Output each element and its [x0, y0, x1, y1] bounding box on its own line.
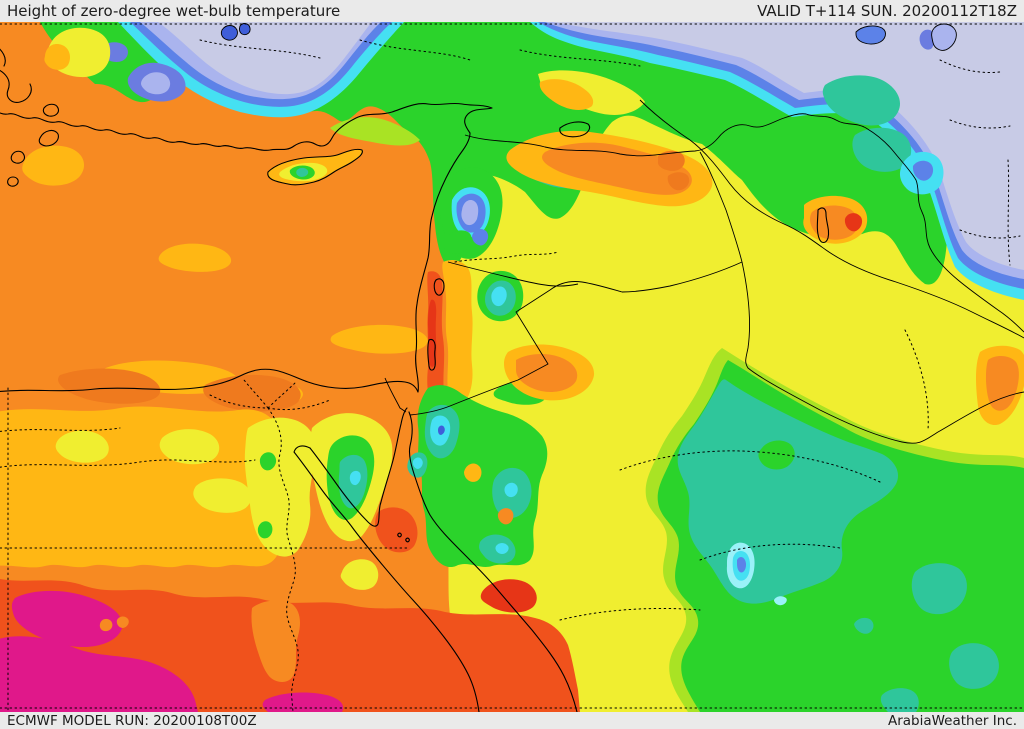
cyprus-island	[267, 148, 363, 186]
valid-time-label: VALID T+114 SUN. 20200112T18Z	[757, 2, 1017, 20]
footer-bar: ECMWF MODEL RUN: 20200108T00Z ArabiaWeat…	[0, 712, 1024, 729]
admin-egypt-delta	[209, 394, 331, 411]
dead-sea	[427, 338, 436, 371]
coastlines	[0, 48, 578, 712]
lake-urmia	[931, 23, 957, 51]
contour-layer-saudi-green	[645, 348, 1024, 712]
contour-layer-nafud	[503, 344, 595, 401]
anatolia-west-coast-fragments	[0, 48, 32, 103]
branding-label: ArabiaWeather Inc.	[887, 712, 1017, 729]
header-bar: Height of zero-degree wet-bulb temperatu…	[0, 0, 1024, 22]
border-jordan-iraq	[621, 261, 743, 293]
med-levant-turkey-coast	[0, 102, 493, 393]
border-israel-egypt	[384, 377, 407, 413]
model-run-label: ECMWF MODEL RUN: 20200108T00Z	[7, 712, 257, 729]
contour-layer-nw-saudi	[407, 382, 548, 568]
admin-iran-2	[949, 119, 1011, 129]
admin-syria-1	[454, 251, 559, 263]
admin-turkey-1	[199, 39, 321, 59]
country-borders	[384, 99, 1024, 444]
border-jordan-saudi	[409, 281, 623, 416]
lake-beysehir	[220, 25, 238, 41]
lake-assad	[559, 121, 591, 138]
border-turkey-syria-iraq-iran	[464, 113, 1024, 333]
nile-river	[267, 407, 299, 712]
contour-layer-south-egypt	[0, 578, 580, 712]
lake-egirdir	[238, 23, 251, 36]
map-canvas	[0, 22, 1024, 712]
sea-of-galilee	[433, 278, 445, 296]
admin-iran-3	[959, 229, 1021, 239]
cyprus-coastline	[267, 148, 363, 186]
admin-saudi-1	[619, 450, 881, 483]
contour-layer-jordan-rift	[427, 230, 473, 406]
border-iraq-saudi	[741, 261, 1024, 444]
admin-turkey-2	[359, 39, 471, 61]
aegean-islands	[7, 103, 59, 187]
border-syria-jordan	[447, 261, 579, 287]
admin-turkey-3	[519, 49, 641, 67]
contour-layer-iraq-lowlands	[803, 195, 1024, 425]
contour-layer-sinai	[310, 413, 418, 553]
saudi-red-sea-coast	[408, 411, 578, 712]
egypt-red-sea-coast	[293, 445, 480, 712]
border-syria-iraq	[699, 151, 743, 263]
nile-delta-branch-east	[267, 381, 297, 409]
contour-layer-syrian-desert	[506, 130, 713, 207]
lakes	[220, 23, 957, 371]
admin-egypt-1	[0, 459, 256, 468]
admin-saudi-2	[699, 543, 841, 561]
contour-map-svg	[0, 22, 1024, 712]
contour-layer-snowbands-east	[530, 22, 1024, 300]
admin-egypt-2	[0, 427, 121, 432]
admin-iran-4	[1007, 159, 1011, 266]
euphrates-river	[639, 99, 1024, 339]
contour-layer-snowbands-west	[100, 22, 404, 118]
contour-layer-aegean	[44, 27, 420, 146]
contour-layer-zagros	[822, 75, 944, 195]
dotted-lines	[0, 23, 1024, 712]
contour-layer-ne-jordan	[477, 270, 524, 322]
lake-van	[855, 25, 886, 45]
admin-iraq-1	[904, 329, 929, 431]
lake-tharthar	[816, 207, 830, 244]
sinai-coast	[309, 407, 408, 527]
page-title: Height of zero-degree wet-bulb temperatu…	[7, 2, 341, 20]
tiran-islands	[397, 532, 410, 543]
contour-layer-egypt	[0, 368, 379, 590]
admin-iran-1	[939, 59, 1001, 73]
